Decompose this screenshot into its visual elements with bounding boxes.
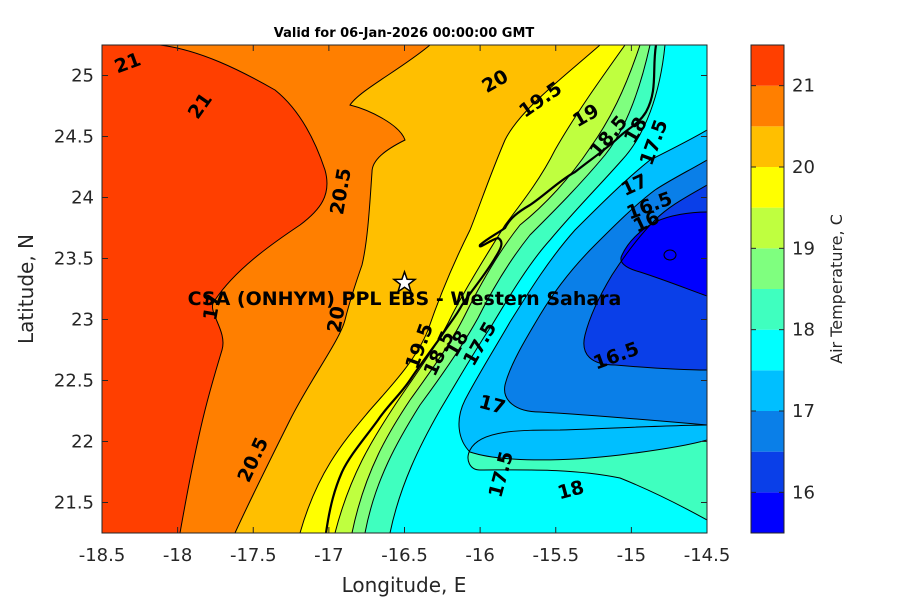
- station-marker-group: CSA (ONHYM) PPL EBS - Western Sahara: [188, 269, 622, 310]
- x-tick-label: -14.5: [684, 545, 731, 566]
- chart-title: Valid for 06-Jan-2026 00:00:00 GMT: [274, 26, 535, 41]
- colorbar-tick-label: 19: [792, 238, 815, 259]
- x-tick-label: -16.5: [381, 545, 428, 566]
- y-tick-label: 23: [71, 310, 94, 331]
- contour-line: [364, 45, 651, 533]
- colorbar: 16 17 18 19 20 21: [750, 44, 815, 534]
- colorbar-tick-label: 16: [792, 482, 815, 503]
- contour-lines: [159, 45, 707, 533]
- x-tick-label: -15: [617, 545, 646, 566]
- colorbar-segment: [751, 167, 784, 208]
- x-tick-label: -17: [314, 545, 343, 566]
- contour-line: [583, 184, 707, 371]
- contour-line: [234, 45, 431, 533]
- y-tick-label: 22.5: [54, 371, 94, 392]
- contour-label: 20: [323, 305, 349, 335]
- plot-area: [102, 45, 707, 533]
- y-tick-label: 24.5: [54, 127, 94, 148]
- colorbar-tick-label: 17: [792, 401, 815, 422]
- colorbar-tick-label: 21: [792, 76, 815, 97]
- y-tick-label: 25: [71, 66, 94, 87]
- x-tick-label: -15.5: [532, 545, 579, 566]
- station-label: CSA (ONHYM) PPL EBS - Western Sahara: [188, 288, 622, 310]
- contour-line: [620, 211, 707, 297]
- x-tick-label: -18.5: [79, 545, 126, 566]
- colorbar-label: Air Temperature, C: [827, 214, 846, 364]
- colorbar-frame: [750, 44, 785, 534]
- x-axis-label: Longitude, E: [342, 573, 467, 597]
- colorbar-segment: [751, 45, 784, 86]
- colorbar-segment: [751, 370, 784, 411]
- contour-line: [663, 249, 677, 261]
- colorbar-tick-label: 18: [792, 320, 815, 341]
- contour-line: [299, 45, 601, 533]
- colorbar-segment: [751, 411, 784, 452]
- y-tick-label: 23.5: [54, 249, 94, 270]
- y-tick-label: 24: [71, 188, 94, 209]
- y-axis: 21.5 22 22.5 23 23.5 24 24.5 25: [54, 66, 707, 514]
- colorbar-segment: [751, 492, 784, 533]
- x-tick-label: -16: [465, 545, 494, 566]
- colorbar-tick-label: 20: [792, 157, 815, 178]
- contour-line: [458, 129, 707, 461]
- colorbar-segment: [751, 329, 784, 371]
- contour-line: [504, 159, 707, 426]
- contour-label: 17: [199, 292, 225, 322]
- contour-line: [351, 45, 641, 533]
- contour-line: [467, 424, 707, 521]
- contour-line: [334, 45, 626, 533]
- y-axis-label: Latitude, N: [14, 234, 38, 344]
- contour-line: [389, 45, 666, 533]
- colorbar-segment: [751, 126, 784, 167]
- x-tick-label: -17.5: [230, 545, 277, 566]
- x-axis: -18.5 -18 -17.5 -17 -16.5 -16 -15.5 -15 -14.5: [79, 45, 731, 566]
- y-tick-label: 21.5: [54, 493, 94, 514]
- colorbar-segment: [751, 289, 784, 330]
- colorbar-segment: [751, 248, 784, 289]
- colorbar-segment: [751, 85, 784, 127]
- colorbar-segment: [751, 207, 784, 249]
- x-tick-label: -18: [163, 545, 192, 566]
- coastline: [324, 45, 658, 533]
- y-tick-label: 22: [71, 432, 94, 453]
- colorbar-segment: [751, 451, 784, 493]
- station-star-icon: [391, 269, 418, 294]
- band-21-21.5: [102, 45, 328, 533]
- contour-line: [159, 45, 328, 533]
